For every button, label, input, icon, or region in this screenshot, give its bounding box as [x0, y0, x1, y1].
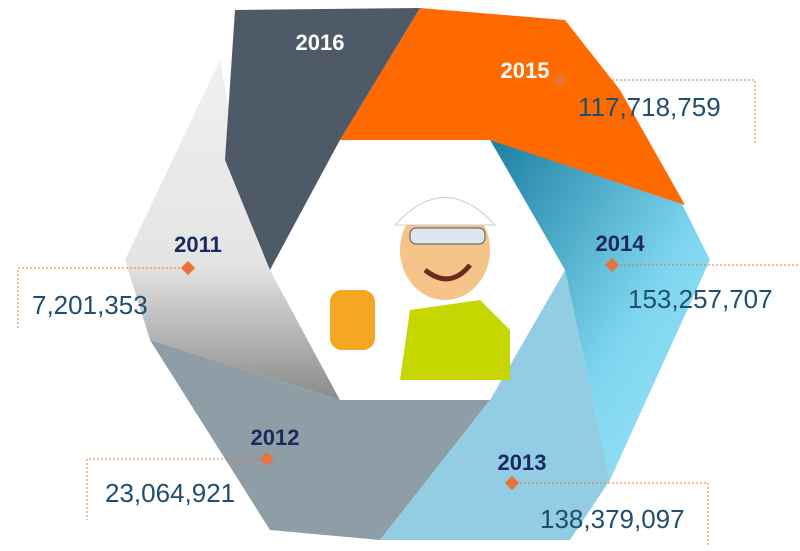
year-label: 2015: [501, 58, 550, 83]
value-label: 23,064,921: [105, 478, 235, 508]
value-label: 7,201,353: [32, 290, 148, 320]
value-label: 153,257,707: [628, 284, 773, 314]
page: {"segments": [ {"year": "2016"}, {"year"…: [0, 0, 800, 546]
year-label: 2016: [296, 30, 345, 55]
year-label: 2011: [174, 232, 222, 257]
value-label: 117,718,759: [578, 92, 721, 122]
year-label: 2013: [498, 450, 547, 475]
year-label: 2012: [251, 425, 300, 450]
infographic: 2016 2015 117,718,759 2014 153,257,707 2013 13…: [0, 0, 800, 546]
value-label: 138,379,097: [540, 504, 685, 534]
year-label: 2014: [596, 231, 646, 256]
